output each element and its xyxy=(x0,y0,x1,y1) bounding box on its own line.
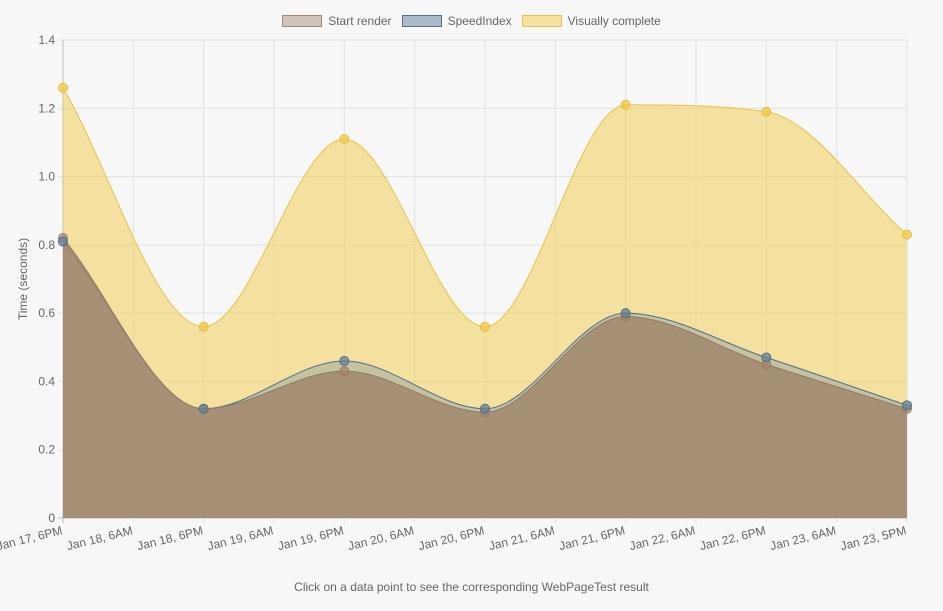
y-tick-label: 1.4 xyxy=(38,33,55,47)
x-tick-label: Jan 17, 6PM xyxy=(0,523,64,553)
y-tick-label: 0.2 xyxy=(38,443,55,457)
x-tick-label: Jan 21, 6PM xyxy=(558,523,627,553)
x-tick-label: Jan 18, 6PM xyxy=(136,523,205,553)
y-tick-label: 1.0 xyxy=(38,170,55,184)
x-tick-label: Jan 19, 6PM xyxy=(276,523,345,553)
point-speedindex[interactable] xyxy=(620,308,631,319)
legend-item-speedindex[interactable]: SpeedIndex xyxy=(401,14,512,28)
legend-item-visually-complete[interactable]: Visually complete xyxy=(521,14,661,28)
point-visually-complete[interactable] xyxy=(761,106,772,117)
x-tick-label: Jan 18, 6AM xyxy=(65,523,134,553)
y-tick-label: 0.4 xyxy=(38,374,55,388)
y-tick-label: 0.8 xyxy=(38,238,55,252)
y-tick-label: 0 xyxy=(48,511,55,525)
x-tick-label: Jan 19, 6AM xyxy=(206,523,275,553)
point-speedindex[interactable] xyxy=(761,352,772,363)
legend-swatch-speedindex xyxy=(401,15,442,27)
footer-hint: Click on a data point to see the corresp… xyxy=(294,580,649,594)
legend-swatch-visually-complete xyxy=(521,15,562,27)
point-speedindex[interactable] xyxy=(198,403,209,414)
legend-label-visually-complete: Visually complete xyxy=(567,14,661,28)
point-visually-complete[interactable] xyxy=(339,134,350,145)
x-tick-label: Jan 22, 6AM xyxy=(628,523,697,553)
area-start-render xyxy=(63,238,907,518)
point-speedindex[interactable] xyxy=(480,403,490,414)
x-tick-label: Jan 23, 6AM xyxy=(769,523,838,553)
x-tick-label: Jan 20, 6AM xyxy=(347,523,416,553)
x-tick-label: Jan 21, 6AM xyxy=(487,523,556,553)
point-visually-complete[interactable] xyxy=(480,321,490,332)
point-speedindex[interactable] xyxy=(339,355,350,366)
legend-label-start-render: Start render xyxy=(328,14,392,28)
point-visually-complete[interactable] xyxy=(902,229,912,240)
point-visually-complete[interactable] xyxy=(198,321,209,332)
chart-legend: Start render SpeedIndex Visually complet… xyxy=(0,14,943,28)
legend-label-speedindex: SpeedIndex xyxy=(447,14,512,28)
point-start-render[interactable] xyxy=(339,366,350,377)
y-tick-label: 0.6 xyxy=(38,306,55,320)
point-speedindex[interactable] xyxy=(58,236,68,247)
x-tick-label: Jan 23, 5PM xyxy=(839,523,908,553)
point-visually-complete[interactable] xyxy=(58,82,68,93)
x-tick-label: Jan 22, 6PM xyxy=(698,523,767,553)
point-visually-complete[interactable] xyxy=(620,99,631,110)
legend-swatch-start-render xyxy=(282,15,323,27)
point-speedindex[interactable] xyxy=(902,400,912,411)
legend-item-start-render[interactable]: Start render xyxy=(282,14,392,28)
y-axis-label: Time (seconds) xyxy=(16,238,30,320)
y-tick-label: 1.2 xyxy=(38,101,55,115)
x-tick-label: Jan 20, 6PM xyxy=(417,523,486,553)
